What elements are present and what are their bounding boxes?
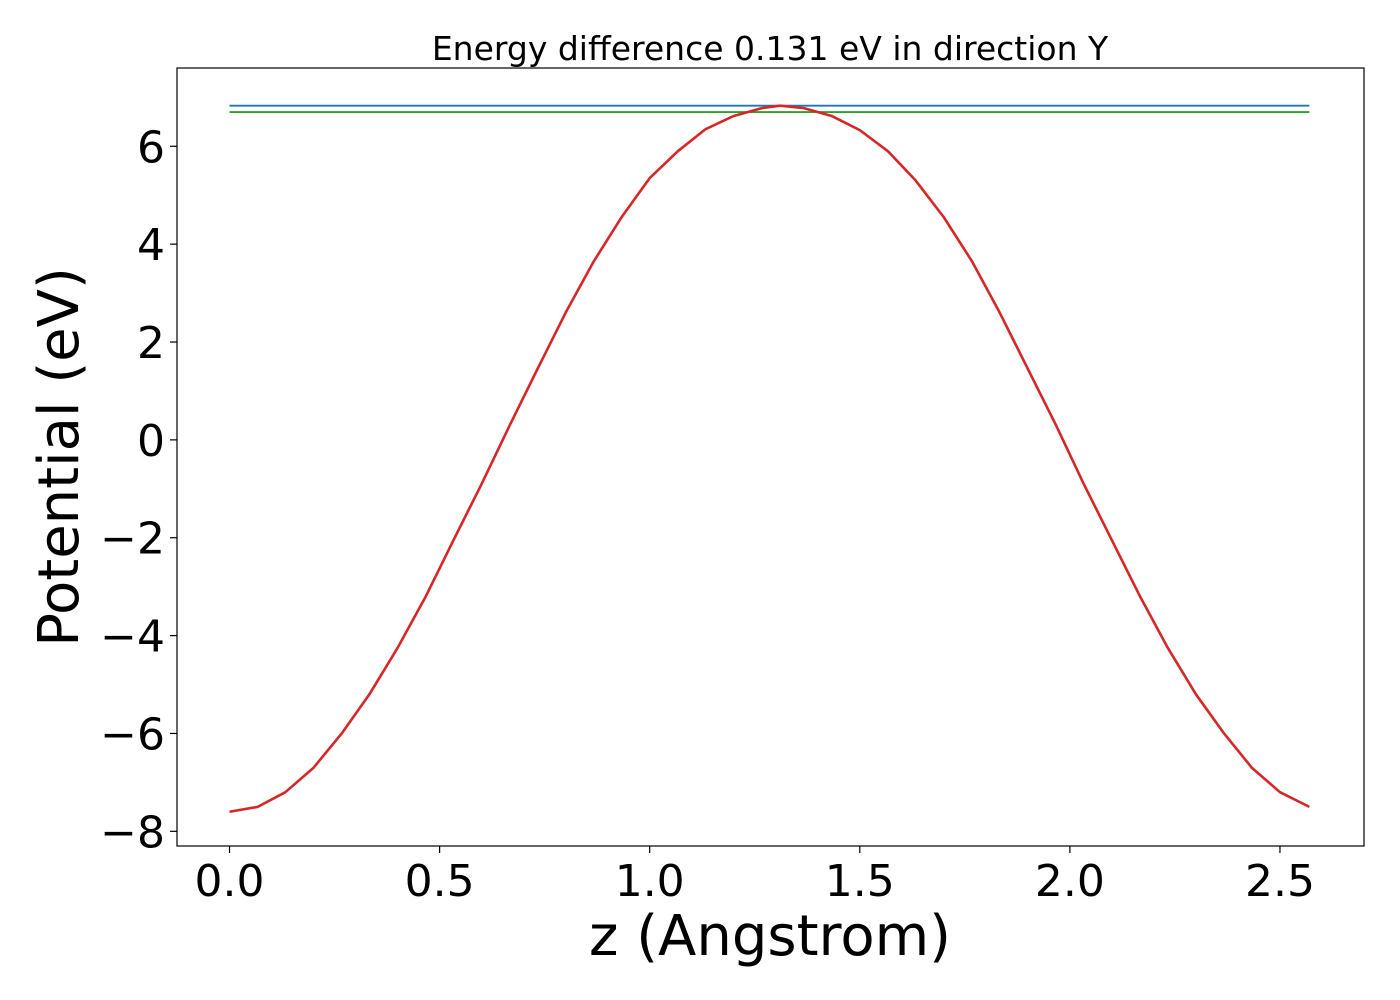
y-tick-label: −6 xyxy=(100,709,165,760)
y-tick-label: 0 xyxy=(137,416,165,467)
y-tick-label: 4 xyxy=(137,220,165,271)
x-tick-label: 1.0 xyxy=(615,856,685,907)
x-axis-label: z (Angstrom) xyxy=(589,904,951,969)
y-tick-label: 6 xyxy=(137,122,165,173)
y-tick-label: 2 xyxy=(137,318,165,369)
chart-title: Energy difference 0.131 eV in direction … xyxy=(432,29,1109,68)
y-axis-label: Potential (eV) xyxy=(27,267,92,647)
x-tick-label: 1.5 xyxy=(825,856,895,907)
x-tick-label: 0.0 xyxy=(195,856,265,907)
plot-frame xyxy=(176,67,1365,847)
y-tick-label: −4 xyxy=(100,612,165,663)
x-tick-label: 0.5 xyxy=(405,856,475,907)
y-axis: −8 −6 −4 −2 0 2 4 6 xyxy=(100,122,177,858)
x-tick-label: 2.5 xyxy=(1245,856,1315,907)
x-tick-label: 2.0 xyxy=(1035,856,1105,907)
x-axis: 0.0 0.5 1.0 1.5 2.0 2.5 xyxy=(195,846,1315,907)
plot-lines xyxy=(229,104,1310,814)
series-line-2 xyxy=(229,104,1310,814)
y-tick-label: −8 xyxy=(100,807,165,858)
y-tick-label: −2 xyxy=(100,514,165,565)
